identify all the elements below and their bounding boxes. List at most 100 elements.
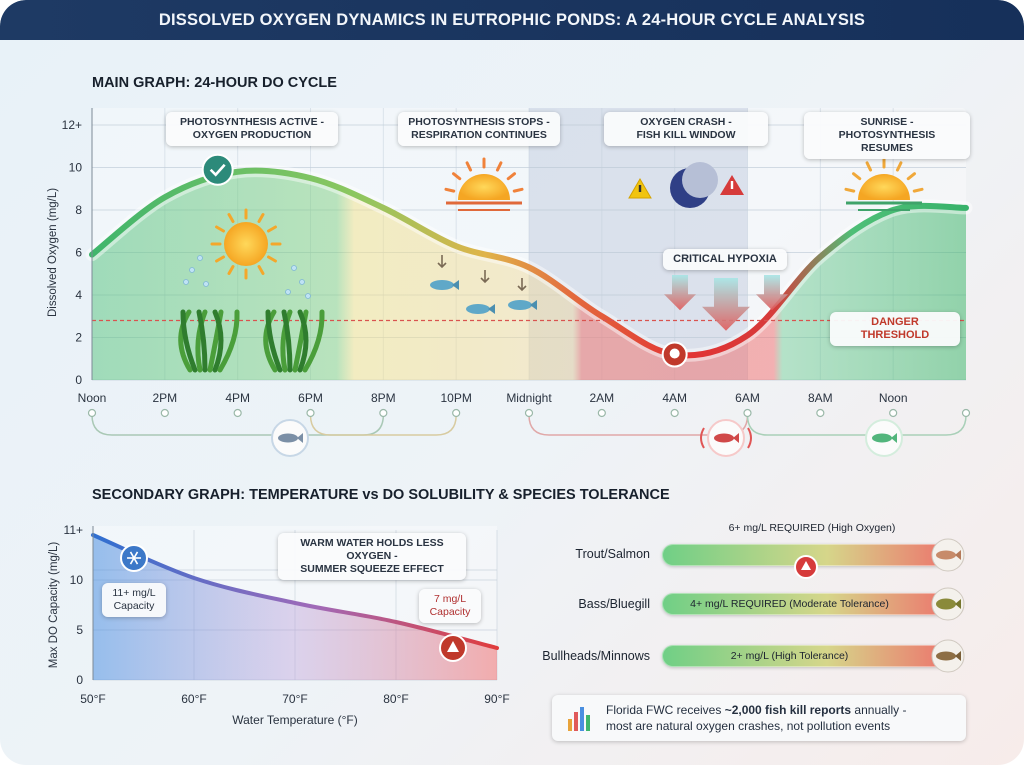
tolerance-label-bullheads: Bullheads/Minnows	[542, 649, 650, 663]
plant-leaf	[292, 309, 309, 373]
sun-icon	[210, 208, 282, 280]
activity-timeline	[87, 408, 971, 457]
callout-critical-hypoxia: CRITICAL HYPOXIA	[663, 249, 787, 270]
peak-check-badge	[201, 153, 234, 186]
aquatic-plant-icon	[178, 309, 240, 373]
timeline-node	[452, 408, 461, 418]
sunset-disc	[458, 174, 510, 200]
warning-icon	[628, 178, 652, 199]
x-tick-label: Noon	[78, 391, 107, 405]
fish-body	[508, 300, 532, 310]
moon-cut	[682, 162, 718, 198]
callout-sunrise-text: SUNRISE - PHOTOSYNTHESIS RESUMES	[838, 116, 936, 154]
tolerance-req-bass: 4+ mg/L REQUIRED (Moderate Tolerance)	[690, 598, 889, 610]
callout-photosynthesis-active: PHOTOSYNTHESIS ACTIVE - OXYGEN PRODUCTIO…	[166, 112, 338, 146]
plant-leaf	[302, 309, 325, 373]
timeline-node	[524, 408, 534, 418]
fish-icon	[466, 304, 495, 314]
plant-leaf	[178, 309, 193, 373]
x-tick-label: 8AM	[808, 391, 833, 405]
sunset-ray	[465, 161, 473, 172]
sunset-ray	[452, 172, 462, 181]
tolerance-label-trout: Trout/Salmon	[575, 547, 650, 561]
note-post: annually - most are natural oxygen crash…	[606, 703, 907, 733]
callout-cold-capacity-text: 11+ mg/L Capacity	[112, 587, 156, 612]
timeline-node	[670, 408, 679, 418]
bubble	[291, 265, 297, 271]
plant-leaf	[196, 309, 208, 373]
timeline-node	[306, 408, 315, 418]
x-tick-label: Midnight	[506, 391, 552, 405]
skull-icon-face	[669, 348, 680, 359]
fish-tail	[733, 433, 739, 443]
tolerance-bar-bass	[662, 593, 962, 615]
check-icon	[209, 163, 226, 177]
y-tick-label: 10	[69, 161, 83, 175]
sun-ray	[227, 265, 235, 275]
callout-photosynthesis-active-text: PHOTOSYNTHESIS ACTIVE - OXYGEN PRODUCTIO…	[179, 116, 325, 141]
fish-tail	[891, 433, 897, 443]
callout-warm-capacity-text: 7 mg/L Capacity	[429, 593, 471, 618]
timeline-node	[233, 408, 242, 418]
sun-disc	[224, 222, 268, 266]
callout-summer-squeeze-text: WARM WATER HOLDS LESS OXYGEN - SUMMER SQ…	[300, 537, 444, 575]
fish-tail	[452, 280, 459, 290]
note-bold: ~2,000 fish kill reports	[724, 703, 852, 717]
fwc-note: Florida FWC receives ~2,000 fish kill re…	[552, 695, 966, 741]
sunrise-ray	[852, 172, 862, 181]
tolerance-req-bullheads: 2+ mg/L (High Tolerance)	[730, 650, 849, 662]
note-pre: Florida FWC receives	[606, 703, 725, 717]
x-tick-label: 4AM	[662, 391, 687, 405]
sun-ray	[215, 225, 225, 233]
y-tick-label: 4	[75, 288, 82, 302]
timeline-fish-icon	[271, 419, 309, 457]
x-tick-label: 2PM	[152, 391, 177, 405]
plant-leaf	[180, 309, 198, 373]
plant-leaf	[217, 309, 240, 373]
timeline-day-connector	[91, 414, 385, 436]
tolerance-bar-bullheads	[662, 645, 962, 667]
timeline-node	[379, 408, 388, 418]
x-tick-label: 6AM	[735, 391, 760, 405]
plant-leaf	[280, 309, 293, 373]
timeline-night-connector	[528, 414, 749, 436]
plant-leaf	[281, 309, 293, 373]
hypoxia-arrow-icon	[702, 278, 750, 331]
fwc-note-text: Florida FWC receives ~2,000 fish kill re…	[606, 702, 956, 734]
fish-body	[430, 280, 454, 290]
alert-mark	[730, 181, 734, 189]
sunrise-disc	[858, 174, 910, 200]
tolerance-bar-trout	[662, 544, 962, 566]
callout-photosynthesis-stops: PHOTOSYNTHESIS STOPS - RESPIRATION CONTI…	[398, 112, 560, 146]
warning-mark	[638, 185, 642, 192]
y-tick-label: 6	[75, 246, 82, 260]
y-tick-label: 8	[75, 203, 82, 217]
callout-warm-capacity: 7 mg/L Capacity	[419, 589, 481, 623]
x-tick-label: 8PM	[371, 391, 396, 405]
fish-body	[872, 433, 892, 443]
timeline-node	[816, 408, 825, 418]
secondary-graph-title: SECONDARY GRAPH: TEMPERATURE vs DO SOLUB…	[92, 487, 670, 503]
callout-cold-capacity: 11+ mg/L Capacity	[102, 583, 166, 617]
sunset-icon	[444, 157, 524, 211]
bubble	[203, 281, 209, 287]
fish-tail	[488, 304, 495, 314]
plant-leaf	[263, 309, 278, 373]
sunrise-icon	[844, 157, 924, 211]
tolerance-req-trout: 6+ mg/L REQUIRED (High Oxygen)	[728, 522, 896, 534]
sunset-ray	[506, 172, 516, 181]
plant-leaf	[207, 309, 224, 373]
timeline-node	[87, 408, 97, 418]
y-tick-label: 2	[75, 331, 82, 345]
timeline-fish-icon	[865, 419, 903, 457]
distress-wave	[747, 427, 752, 449]
main-graph-title: MAIN GRAPH: 24-HOUR DO CYCLE	[92, 75, 337, 91]
moon-icon	[670, 162, 718, 208]
x-tick-label: 4PM	[225, 391, 250, 405]
timeline-evening-connector	[309, 414, 457, 436]
y-tick-label: 0	[75, 373, 82, 387]
plant-leaf	[195, 309, 208, 373]
sun-ray	[267, 255, 277, 263]
y-tick-label: 12+	[62, 118, 82, 132]
